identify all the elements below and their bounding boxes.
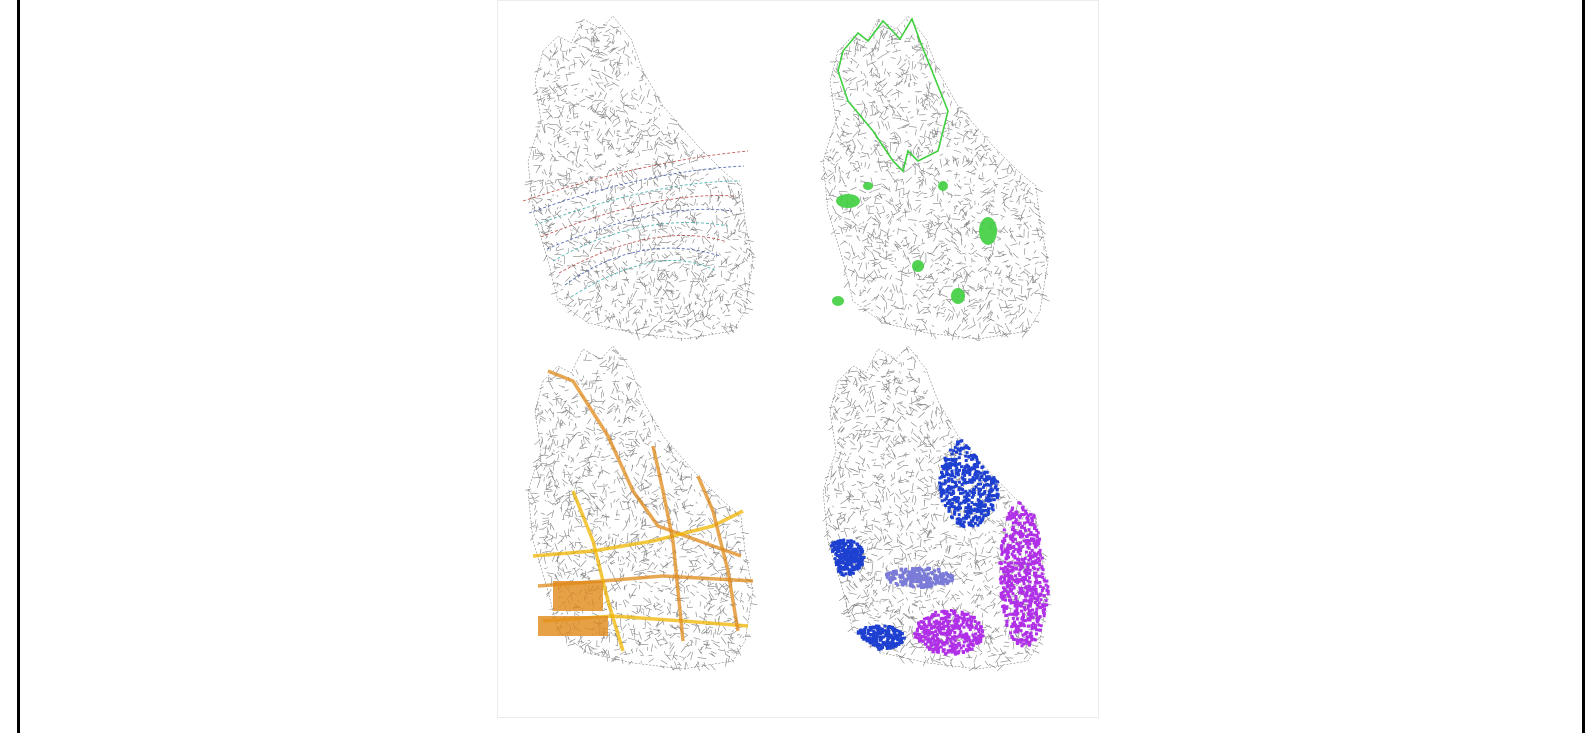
cluster-purple-east	[998, 501, 1050, 648]
street-centerlines	[522, 150, 749, 298]
map-panel-districts	[808, 341, 1098, 671]
cluster-lavender-central	[885, 566, 954, 589]
cluster-blue-north	[938, 439, 1000, 529]
base-network-map	[522, 15, 756, 341]
map-figure	[497, 0, 1099, 718]
map-panel-main-corridors	[513, 341, 803, 671]
street-network	[524, 15, 756, 341]
cluster-blue-west	[830, 538, 866, 577]
map-panel-base-network	[513, 11, 803, 341]
cluster-blue-south	[856, 624, 906, 651]
right-frame-border	[1582, 0, 1585, 733]
cluster-purple-south	[913, 609, 985, 656]
street-network	[525, 345, 758, 671]
main-corridors-map	[525, 345, 758, 671]
districts-map	[822, 345, 1052, 671]
corridor-blocks	[538, 581, 608, 636]
parks	[832, 181, 997, 306]
street-network	[820, 15, 1050, 341]
map-panel-green-space	[808, 11, 1098, 341]
study-boundary	[837, 17, 949, 173]
left-frame-border	[17, 0, 20, 733]
green-space-map	[820, 15, 1050, 341]
